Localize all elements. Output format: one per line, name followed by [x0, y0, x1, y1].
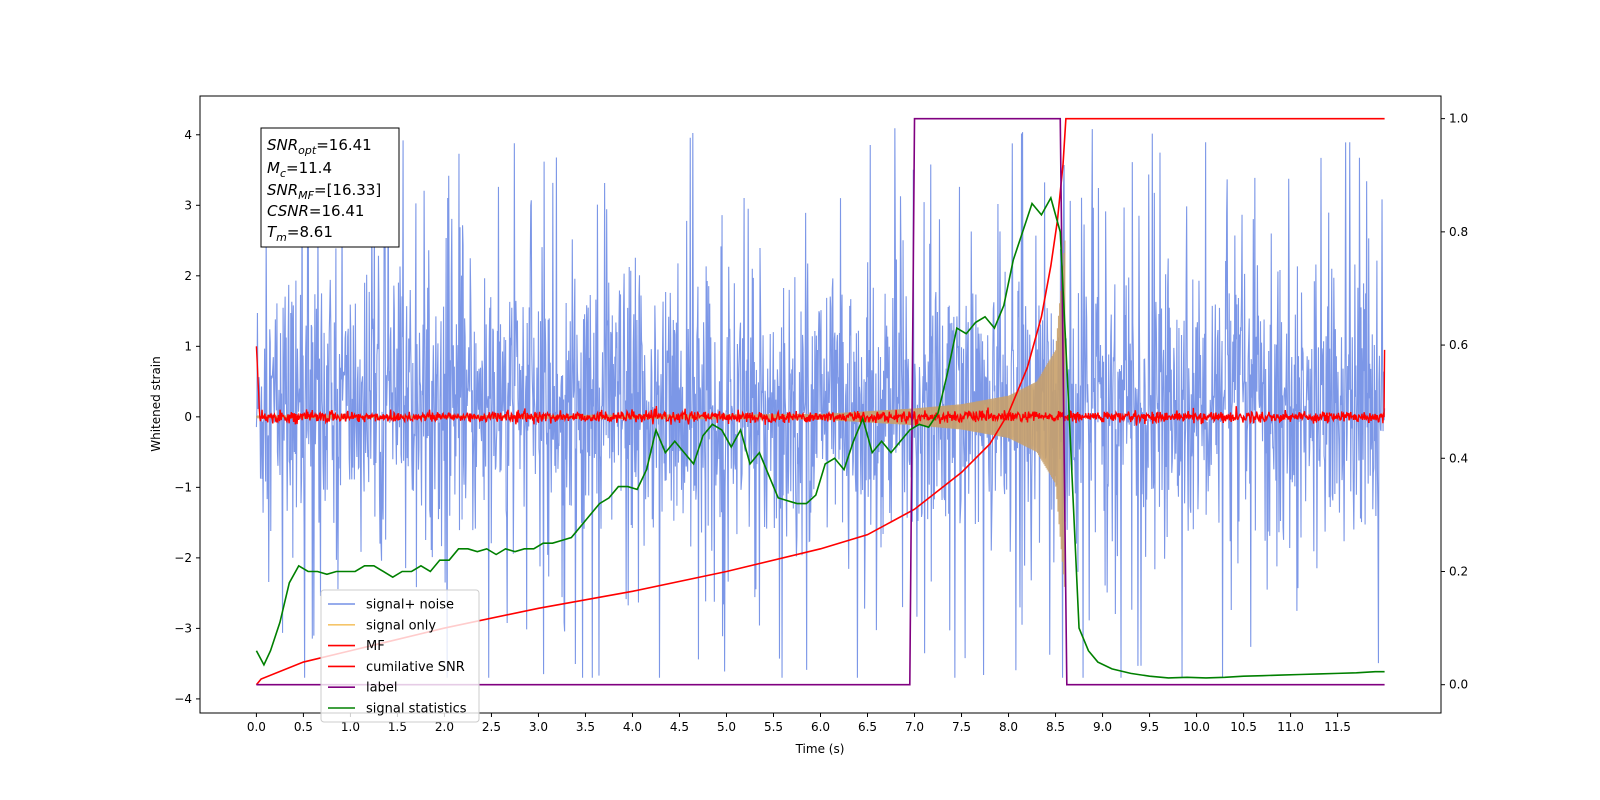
- legend-label: label: [366, 681, 397, 696]
- y-left-tick-label: 1: [184, 339, 192, 353]
- x-tick-label: 7.0: [905, 720, 924, 734]
- legend-label: signal only: [366, 618, 436, 633]
- y-left-tick-label: 3: [184, 198, 192, 212]
- x-tick-label: 0.5: [294, 720, 313, 734]
- y-right-tick-label: 0.4: [1449, 451, 1468, 465]
- annotation-csnr: CSNR=16.41: [267, 202, 364, 220]
- x-axis-label: Time (s): [795, 742, 845, 756]
- x-axis: 0.0 0.5 1.0 1.5 2.0 2.5 3.0 3.5 4.0 4.5 5.0 5.5 6.0 6…: [247, 713, 1351, 734]
- x-tick-label: 10.0: [1183, 720, 1210, 734]
- legend-label: signal+ noise: [366, 598, 454, 613]
- y-axis-label: Whitened strain: [149, 356, 163, 452]
- x-tick-label: 3.0: [529, 720, 548, 734]
- x-tick-label: 9.0: [1093, 720, 1112, 734]
- x-tick-label: 4.0: [623, 720, 642, 734]
- annotation-snr-opt: SNRopt=16.41: [267, 136, 372, 157]
- series-label: [256, 117, 1385, 686]
- x-tick-label: 1.0: [341, 720, 360, 734]
- y-left-tick-label: −2: [174, 551, 192, 565]
- x-tick-label: 8.5: [1046, 720, 1065, 734]
- annotation-box: SNRopt=16.41 Mc=11.4 SNRMF=[16.33] CSNR=…: [260, 127, 400, 248]
- y-right-tick-label: 0.0: [1449, 678, 1468, 692]
- x-tick-label: 6.0: [811, 720, 830, 734]
- x-tick-label: 5.0: [717, 720, 736, 734]
- annotation-snr-mf: SNRMF=[16.33]: [267, 181, 381, 202]
- y-right-tick-label: 0.2: [1449, 564, 1468, 578]
- y-left-tick-label: −4: [174, 692, 192, 706]
- x-tick-label: 2.5: [482, 720, 501, 734]
- legend-label: signal statistics: [366, 702, 467, 717]
- y-left-tick-label: 4: [184, 128, 192, 142]
- y-right-tick-label: 0.6: [1449, 338, 1468, 352]
- legend-label: MF: [366, 639, 385, 654]
- series-signal-statistics: [255, 195, 1385, 679]
- series-mf: [255, 346, 1386, 427]
- y-left-tick-label: −1: [174, 480, 192, 494]
- legend-label: cumilative SNR: [366, 660, 465, 675]
- annotation-tm: Tm=8.61: [267, 223, 333, 244]
- annotation-mc: Mc=11.4: [267, 159, 332, 180]
- x-tick-label: 8.0: [999, 720, 1018, 734]
- x-tick-label: 11.5: [1324, 720, 1351, 734]
- y-right-tick-label: 1.0: [1449, 112, 1468, 126]
- y-axis-left: −4 −3 −2 −1 0 1 2 3 4: [174, 128, 200, 706]
- y-left-tick-label: −3: [174, 621, 192, 635]
- x-tick-label: 3.5: [576, 720, 595, 734]
- x-tick-label: 9.5: [1140, 720, 1159, 734]
- x-tick-label: 0.0: [247, 720, 266, 734]
- x-tick-label: 6.5: [858, 720, 877, 734]
- legend: signal+ noise signal only MF cumilative SNR…: [320, 589, 480, 723]
- y-left-tick-label: 0: [184, 410, 192, 424]
- x-tick-label: 1.5: [388, 720, 407, 734]
- y-left-tick-label: 2: [184, 269, 192, 283]
- y-axis-right: 0.0 0.2 0.4 0.6 0.8 1.0: [1441, 112, 1468, 692]
- legend-box: [320, 589, 480, 723]
- y-right-tick-label: 0.8: [1449, 225, 1468, 239]
- x-tick-label: 2.0: [435, 720, 454, 734]
- series-signal-noise: [255, 128, 1386, 678]
- x-tick-label: 7.5: [952, 720, 971, 734]
- x-tick-label: 10.5: [1230, 720, 1257, 734]
- x-tick-label: 5.5: [764, 720, 783, 734]
- x-tick-label: 4.5: [670, 720, 689, 734]
- x-tick-label: 11.0: [1277, 720, 1304, 734]
